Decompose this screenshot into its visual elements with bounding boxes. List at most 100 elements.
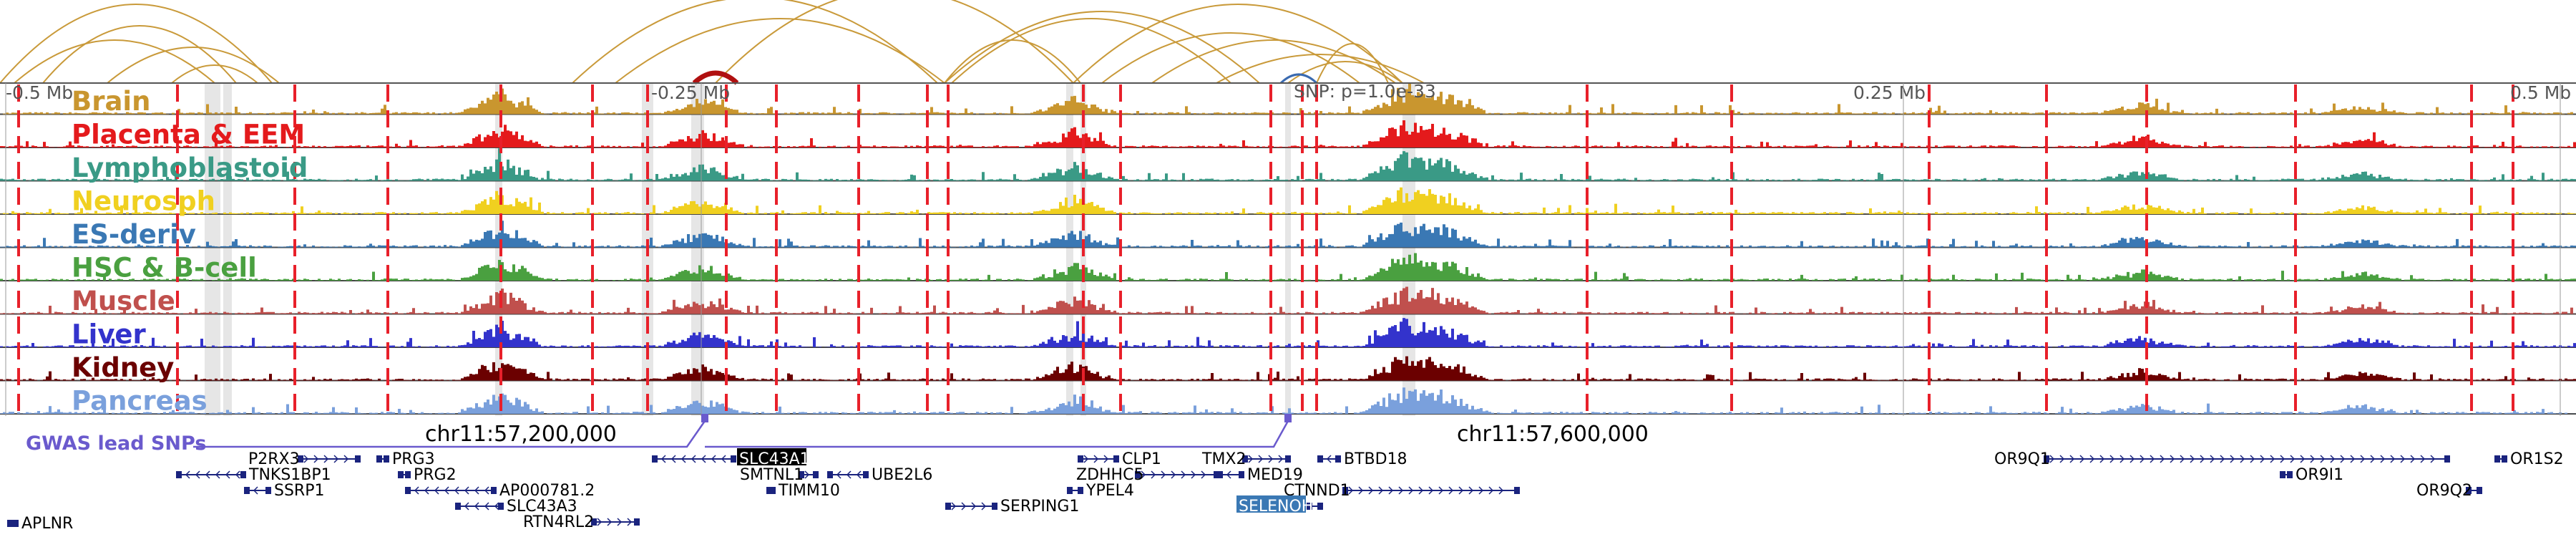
strand-arrow xyxy=(2109,455,2115,463)
strand-arrow xyxy=(1398,486,1404,495)
gene-highlight-box xyxy=(737,448,806,465)
gene-ctnnd1: CTNND1 xyxy=(1284,482,1520,500)
strand-arrow xyxy=(1408,486,1414,495)
strand-arrow xyxy=(981,502,987,511)
strand-arrow xyxy=(1201,470,1206,479)
strand-arrow xyxy=(1348,486,1354,495)
strand-arrow xyxy=(1458,486,1464,495)
track-muscle xyxy=(0,286,2576,315)
strand-arrow xyxy=(444,486,449,495)
gene-label: BTBD18 xyxy=(1344,450,1407,468)
interaction-arc xyxy=(572,0,938,84)
highlight-bands xyxy=(205,83,1415,416)
strand-arrow xyxy=(1268,455,1274,463)
track-label: Liver xyxy=(72,319,146,350)
gwas-link xyxy=(193,420,1289,448)
signal-area xyxy=(0,387,2576,414)
strand-arrow xyxy=(2420,455,2426,463)
strand-arrow xyxy=(303,455,309,463)
strand-arrow xyxy=(2049,455,2055,463)
highlight-band xyxy=(1066,83,1073,416)
gene-label: CLP1 xyxy=(1122,450,1161,468)
strand-arrow xyxy=(2129,455,2135,463)
exon xyxy=(766,487,772,494)
strand-arrow xyxy=(2240,455,2245,463)
strand-arrow xyxy=(951,502,957,511)
exon xyxy=(652,455,658,463)
strand-arrow xyxy=(1103,455,1109,463)
gene-serping1: SERPING1 xyxy=(945,498,1079,516)
exon xyxy=(376,455,382,463)
strand-arrow xyxy=(617,518,623,526)
strand-arrow xyxy=(1498,486,1504,495)
strand-arrow xyxy=(607,518,613,526)
track-label: Muscle xyxy=(72,286,175,316)
strand-arrow xyxy=(2370,455,2376,463)
strand-arrow xyxy=(1181,470,1186,479)
strand-arrow xyxy=(1488,486,1494,495)
strand-arrow xyxy=(670,455,676,463)
signal-area xyxy=(0,187,2576,214)
strand-arrow xyxy=(2089,455,2095,463)
strand-arrow xyxy=(721,455,726,463)
strand-arrow xyxy=(185,470,190,479)
gene-timm10: TIMM10 xyxy=(766,482,840,500)
exon xyxy=(945,503,951,510)
strand-arrow xyxy=(2160,455,2165,463)
gene-med19: MED19 xyxy=(1217,466,1303,484)
strand-arrow xyxy=(195,470,200,479)
strand-arrow xyxy=(2140,455,2145,463)
strand-arrow xyxy=(2180,455,2185,463)
strand-arrow xyxy=(856,470,862,479)
exon xyxy=(2466,487,2472,494)
signal-area xyxy=(0,356,2576,381)
exon xyxy=(2044,455,2049,463)
strand-arrow xyxy=(474,502,479,511)
strand-arrow xyxy=(484,486,489,495)
strand-arrow xyxy=(494,502,499,511)
strand-arrow xyxy=(691,455,696,463)
signal-area xyxy=(0,120,2576,147)
exon xyxy=(2494,455,2500,463)
strand-arrow xyxy=(1151,470,1156,479)
gene-label: SLC43A1 xyxy=(739,450,810,468)
exon xyxy=(1239,471,1244,478)
interaction-arc xyxy=(615,18,945,84)
strand-arrow xyxy=(215,470,220,479)
exon xyxy=(1317,503,1323,510)
strand-arrow xyxy=(961,502,967,511)
marker-lines xyxy=(17,84,2514,416)
track-lymphoblastoid xyxy=(0,148,2576,182)
track-label: Pancreas xyxy=(72,386,208,417)
strand-arrow xyxy=(701,455,706,463)
exon xyxy=(1307,503,1312,510)
strand-arrow xyxy=(235,470,240,479)
strand-arrow xyxy=(2200,455,2205,463)
strand-arrow xyxy=(205,470,210,479)
strand-arrow xyxy=(836,470,841,479)
strand-arrow xyxy=(1478,486,1484,495)
strand-arrow xyxy=(484,502,489,511)
highlight-band xyxy=(1285,83,1291,416)
strand-arrow xyxy=(2400,455,2406,463)
strand-arrow xyxy=(1083,455,1089,463)
strand-arrow xyxy=(1448,486,1454,495)
gene-tmx2: TMX2 xyxy=(1201,450,1291,468)
strand-arrow xyxy=(2280,455,2285,463)
exon xyxy=(1335,455,1341,463)
interaction-arc xyxy=(1101,32,1360,84)
signal-area xyxy=(0,286,2576,314)
gene-label: ZDHHC5 xyxy=(1076,466,1143,484)
gwas-label: GWAS lead SNPs xyxy=(26,432,206,455)
strand-arrow xyxy=(2290,455,2296,463)
exon xyxy=(770,487,776,494)
exon xyxy=(591,518,597,526)
exon xyxy=(1514,487,1520,494)
gene-label: UBE2L6 xyxy=(872,466,932,484)
exon xyxy=(1067,487,1073,494)
exon xyxy=(2502,455,2507,463)
gene-label: YPEL4 xyxy=(1085,482,1134,500)
strand-arrow xyxy=(804,470,810,479)
exon xyxy=(384,455,389,463)
